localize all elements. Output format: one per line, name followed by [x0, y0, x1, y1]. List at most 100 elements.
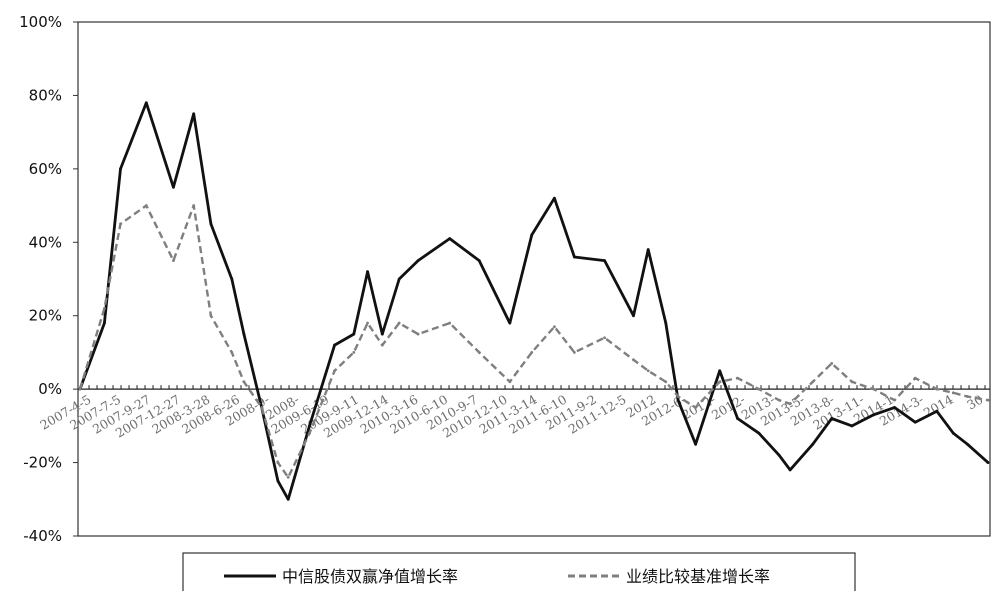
series-2-point — [119, 222, 122, 226]
series-1-point — [986, 461, 990, 464]
series-1-point — [718, 369, 722, 373]
series-1-point — [632, 314, 635, 318]
y-tick-label: 40% — [29, 233, 62, 251]
series-1-point — [416, 259, 420, 263]
series-2-point — [380, 343, 384, 347]
y-tick-label: 20% — [29, 307, 62, 325]
series-2-point — [102, 306, 106, 310]
series-2-point — [209, 314, 213, 318]
series-1-point — [380, 332, 384, 336]
series-2-point — [893, 398, 896, 402]
series-1-point — [965, 442, 969, 446]
series-2-point — [242, 380, 246, 384]
series-1-point — [366, 270, 369, 274]
series-2-point — [352, 351, 356, 354]
series-1-point — [102, 321, 106, 325]
series-2-point — [676, 395, 680, 398]
series-1-point — [913, 420, 917, 424]
series-1-point — [397, 277, 401, 281]
y-tick-label: 60% — [29, 160, 62, 178]
series-2-point — [448, 321, 452, 325]
series-1-point — [333, 343, 336, 347]
series-1-point — [508, 321, 512, 325]
y-tick-label: -40% — [23, 527, 62, 545]
series-2-point — [694, 406, 698, 409]
series-2-point — [416, 332, 420, 336]
series-1-point — [172, 185, 175, 189]
legend: 中信股债双赢净值增长率 业绩比较基准增长率 — [182, 552, 856, 591]
series-1-point — [477, 259, 481, 263]
series-1-point — [144, 101, 148, 105]
series-1-point — [119, 167, 122, 171]
series-2-point — [777, 398, 781, 402]
series-2-point — [632, 358, 635, 362]
series-1-point — [830, 417, 834, 420]
series-1-point — [736, 417, 739, 420]
series-2-point — [192, 204, 196, 207]
series-2-point — [603, 336, 606, 340]
series-2-point — [508, 380, 512, 384]
series-1-point — [209, 222, 213, 226]
series-2-point — [308, 431, 311, 435]
series-1-point — [448, 237, 452, 241]
series-2-point — [260, 406, 264, 409]
series-2-point — [78, 387, 82, 391]
series-2-point — [951, 391, 955, 395]
series-2-point — [366, 321, 369, 325]
series-1-point — [242, 332, 246, 336]
series-2-point — [913, 376, 917, 380]
series-1-point — [893, 406, 896, 409]
series-2-point — [850, 380, 854, 384]
series-2-point — [477, 351, 481, 354]
plot-frame — [77, 21, 991, 537]
y-tick-label: 0% — [38, 380, 62, 398]
series-1-point — [951, 431, 955, 435]
y-tick-label: 80% — [29, 86, 62, 104]
series-1-point — [646, 248, 650, 252]
series-1-point — [553, 196, 556, 200]
series-layer — [78, 101, 990, 501]
series-2-point — [872, 387, 875, 391]
series-1-point — [694, 442, 698, 446]
series-2-point — [646, 369, 650, 373]
x-tick-label: 30 — [964, 392, 985, 413]
legend-label-series-2: 业绩比较基准增长率 — [626, 567, 770, 586]
series-2-point — [286, 475, 290, 479]
series-2-point — [718, 380, 722, 384]
series-1-point — [352, 332, 356, 336]
series-1-point — [676, 398, 680, 402]
series-1-point — [788, 468, 792, 472]
series-2-point — [830, 362, 834, 365]
y-axis-ticks: 100% 80% 60% 40% 20% 0% -20% -40% — [19, 13, 78, 545]
series-1-point — [286, 497, 290, 501]
series-2-point — [144, 204, 148, 207]
series-1-point — [603, 259, 606, 263]
series-1-point — [935, 409, 939, 413]
series-2-point — [397, 321, 401, 325]
series-1-point — [572, 255, 576, 259]
series-2-point — [757, 387, 761, 391]
x-axis-tick-labels: 2007-4-52007-7-52007-9-272007-12-272008-… — [37, 392, 985, 441]
series-2-point — [935, 387, 939, 391]
series-1-point — [530, 233, 534, 237]
series-2-point — [530, 351, 534, 354]
series-2-point — [553, 325, 556, 329]
series-1-point — [850, 424, 854, 428]
series-2-point — [664, 380, 668, 384]
series-1-point — [192, 112, 196, 116]
series-2-point — [230, 351, 234, 354]
y-tick-label: 100% — [19, 13, 62, 31]
series-2-point — [736, 376, 739, 380]
series-1-point — [872, 413, 875, 417]
legend-box — [182, 552, 856, 591]
series-2-point — [333, 369, 336, 373]
series-1-point — [276, 479, 280, 483]
series-line-2 — [78, 204, 989, 479]
series-2-point — [986, 398, 990, 402]
y-tick-label: -20% — [23, 454, 62, 472]
series-1-point — [230, 277, 234, 281]
series-line-1 — [78, 101, 989, 501]
series-2-point — [276, 461, 280, 464]
series-1-point — [777, 453, 781, 457]
